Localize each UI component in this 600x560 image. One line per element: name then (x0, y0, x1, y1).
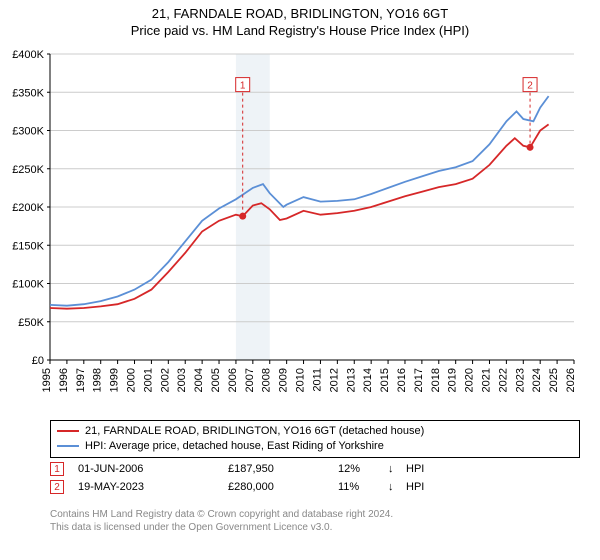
svg-text:1996: 1996 (58, 368, 70, 392)
svg-text:2022: 2022 (497, 368, 509, 392)
title-area: 21, FARNDALE ROAD, BRIDLINGTON, YO16 6GT… (0, 0, 600, 42)
svg-text:2007: 2007 (244, 368, 256, 392)
svg-text:2016: 2016 (396, 368, 408, 392)
marker-table: 1 01-JUN-2006 £187,950 12% ↓ HPI 2 19-MA… (50, 460, 580, 496)
down-arrow-icon: ↓ (388, 481, 406, 493)
svg-text:1: 1 (240, 81, 246, 92)
legend-row-1: 21, FARNDALE ROAD, BRIDLINGTON, YO16 6GT… (57, 424, 573, 439)
marker-label-1: HPI (406, 463, 580, 475)
chart-svg: £0£50K£100K£150K£200K£250K£300K£350K£400… (50, 50, 580, 410)
svg-text:2023: 2023 (514, 368, 526, 392)
svg-text:£250K: £250K (12, 164, 44, 176)
title-line-2: Price paid vs. HM Land Registry's House … (0, 23, 600, 40)
footer-line-2: This data is licensed under the Open Gov… (50, 521, 580, 534)
svg-text:2017: 2017 (413, 368, 425, 392)
svg-text:2025: 2025 (548, 368, 560, 392)
svg-text:2012: 2012 (328, 368, 340, 392)
svg-text:£50K: £50K (18, 317, 44, 329)
svg-text:2020: 2020 (464, 368, 476, 392)
svg-text:£200K: £200K (12, 202, 44, 214)
svg-text:2019: 2019 (447, 368, 459, 392)
svg-text:2004: 2004 (193, 368, 205, 392)
svg-text:£150K: £150K (12, 240, 44, 252)
legend-row-2: HPI: Average price, detached house, East… (57, 439, 573, 454)
svg-text:1999: 1999 (109, 368, 121, 392)
marker-price-1: £187,950 (228, 463, 338, 475)
svg-text:2010: 2010 (295, 368, 307, 392)
svg-text:1998: 1998 (92, 368, 104, 392)
svg-text:1995: 1995 (41, 368, 53, 392)
svg-text:£0: £0 (32, 355, 44, 367)
marker-row-2: 2 19-MAY-2023 £280,000 11% ↓ HPI (50, 478, 580, 496)
marker-badge-1: 1 (50, 462, 64, 476)
svg-text:1997: 1997 (75, 368, 87, 392)
marker-row-1: 1 01-JUN-2006 £187,950 12% ↓ HPI (50, 460, 580, 478)
svg-text:£300K: £300K (12, 126, 44, 138)
legend-label-1: 21, FARNDALE ROAD, BRIDLINGTON, YO16 6GT… (85, 424, 424, 439)
svg-text:2014: 2014 (362, 368, 374, 392)
svg-text:2015: 2015 (379, 368, 391, 392)
svg-text:2000: 2000 (126, 368, 138, 392)
legend: 21, FARNDALE ROAD, BRIDLINGTON, YO16 6GT… (50, 420, 580, 458)
svg-text:£400K: £400K (12, 49, 44, 61)
svg-text:2013: 2013 (345, 368, 357, 392)
marker-pct-1: 12% (338, 463, 388, 475)
svg-text:2024: 2024 (531, 368, 543, 392)
chart-container: 21, FARNDALE ROAD, BRIDLINGTON, YO16 6GT… (0, 0, 600, 560)
svg-text:2001: 2001 (142, 368, 154, 392)
legend-swatch-1 (57, 430, 79, 432)
footer-line-1: Contains HM Land Registry data © Crown c… (50, 508, 580, 521)
title-line-1: 21, FARNDALE ROAD, BRIDLINGTON, YO16 6GT (0, 6, 600, 23)
svg-text:2026: 2026 (565, 368, 577, 392)
legend-label-2: HPI: Average price, detached house, East… (85, 439, 384, 454)
marker-label-2: HPI (406, 481, 580, 493)
svg-text:2018: 2018 (430, 368, 442, 392)
down-arrow-icon: ↓ (388, 463, 406, 475)
marker-date-1: 01-JUN-2006 (78, 463, 228, 475)
svg-text:2009: 2009 (278, 368, 290, 392)
svg-text:2: 2 (527, 81, 533, 92)
marker-date-2: 19-MAY-2023 (78, 481, 228, 493)
svg-text:2005: 2005 (210, 368, 222, 392)
marker-price-2: £280,000 (228, 481, 338, 493)
marker-pct-2: 11% (338, 481, 388, 493)
chart: £0£50K£100K£150K£200K£250K£300K£350K£400… (50, 50, 580, 410)
marker-badge-2: 2 (50, 480, 64, 494)
svg-text:2021: 2021 (480, 368, 492, 392)
svg-text:2008: 2008 (261, 368, 273, 392)
svg-text:£100K: £100K (12, 279, 44, 291)
svg-text:2006: 2006 (227, 368, 239, 392)
svg-text:£350K: £350K (12, 87, 44, 99)
footer-note: Contains HM Land Registry data © Crown c… (50, 508, 580, 534)
svg-text:2011: 2011 (311, 368, 323, 392)
svg-text:2002: 2002 (159, 368, 171, 392)
svg-text:2003: 2003 (176, 368, 188, 392)
legend-swatch-2 (57, 445, 79, 447)
